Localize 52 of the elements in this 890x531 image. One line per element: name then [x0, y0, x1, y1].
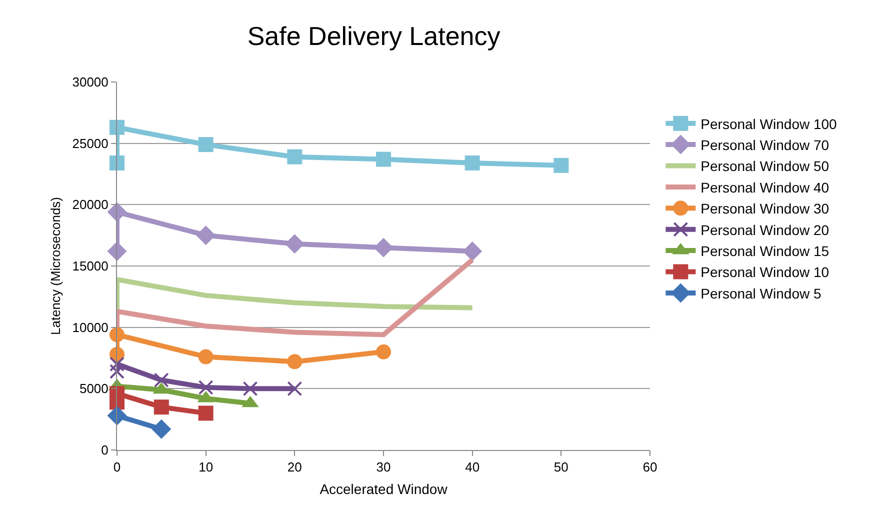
legend-label: Personal Window 100: [700, 116, 838, 132]
x-tick-label: 50: [554, 460, 568, 475]
legend-label: Personal Window 10: [700, 264, 830, 280]
x-tick-label: 40: [465, 460, 480, 475]
point: [110, 364, 124, 379]
legend-label: Personal Window 40: [700, 179, 830, 196]
point: [287, 354, 302, 370]
point: [198, 380, 214, 395]
point: [284, 234, 304, 254]
point: [154, 400, 169, 415]
legend-label: Personal Window 50: [700, 158, 830, 174]
point: [107, 202, 127, 222]
y-tick-label: 20000: [72, 197, 108, 212]
y-tick-label: 5000: [79, 381, 108, 396]
y-tick-label: 0: [101, 442, 108, 458]
legend-label: Personal Window 15: [700, 243, 830, 260]
point: [462, 242, 482, 262]
point: [110, 155, 124, 170]
x-axis-title: Accelerated Window: [320, 480, 448, 497]
point: [198, 406, 214, 421]
x-tick-label: 60: [642, 460, 658, 475]
point: [242, 381, 258, 396]
legend-label: Personal Window 30: [700, 200, 830, 217]
x-tick-label: 30: [376, 460, 391, 475]
chart-title: Safe Delivery Latency: [247, 20, 500, 51]
y-axis-title: Latency (Microseconds): [48, 197, 64, 335]
point: [110, 327, 124, 342]
point: [287, 381, 302, 396]
legend-label: Personal Window 5: [700, 285, 822, 302]
legend-label: Personal Window 70: [700, 137, 830, 154]
point: [107, 242, 127, 262]
point: [154, 372, 169, 388]
y-tick-label: 10000: [72, 320, 108, 335]
point: [376, 152, 391, 167]
point: [198, 137, 214, 152]
x-tick-label: 20: [287, 460, 302, 475]
point: [287, 149, 302, 164]
point: [196, 226, 216, 246]
point: [107, 406, 127, 426]
point: [110, 356, 124, 372]
y-tick-label: 15000: [72, 258, 108, 274]
y-tick-label: 30000: [72, 74, 108, 90]
point: [554, 158, 569, 173]
point: [198, 349, 214, 364]
point: [376, 344, 391, 360]
point: [152, 419, 172, 439]
point: [110, 120, 124, 135]
point: [464, 155, 480, 170]
y-tick-label: 25000: [72, 136, 108, 151]
x-tick-label: 0: [113, 460, 121, 475]
x-tick-label: 10: [198, 460, 214, 475]
legend-label: Personal Window 20: [700, 222, 830, 238]
